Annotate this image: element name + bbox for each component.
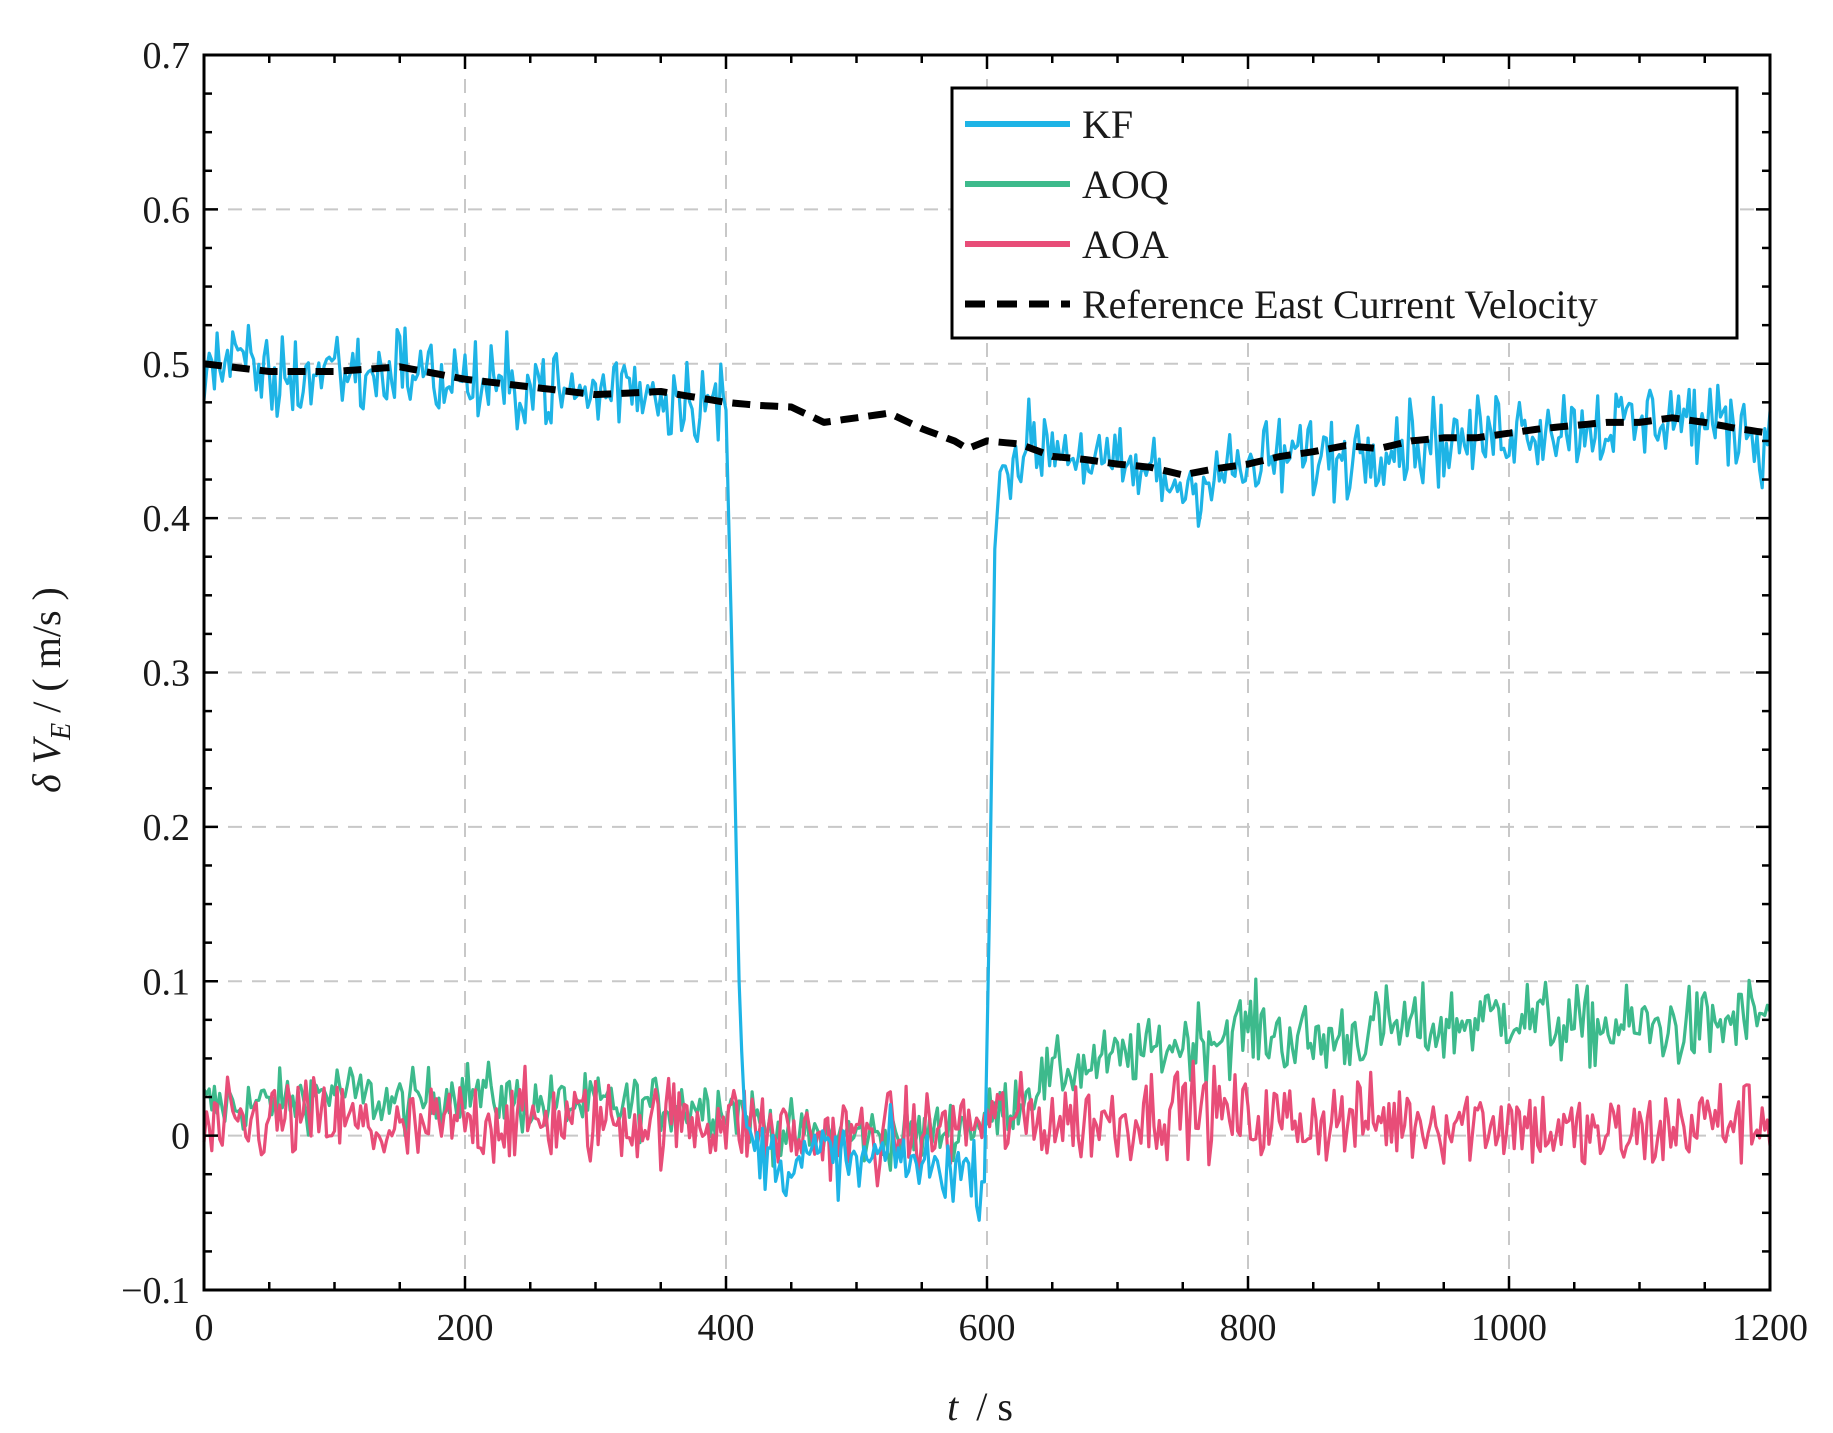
x-tick-label: 0	[195, 1307, 214, 1349]
y-axis-label: δVE/ ( m/s )	[24, 587, 77, 793]
series-layer	[202, 323, 1772, 1222]
tick-labels: 0 200 400 600 800 1000 1200−0.100.10.20.30.40.…	[121, 35, 1808, 1349]
y-tick-label: 0	[171, 1116, 190, 1158]
y-tick-label: 0.6	[143, 189, 191, 231]
legend-label-aoq: AOQ	[1082, 162, 1169, 207]
y-tick-label: 0.4	[143, 498, 191, 540]
y-tick-label: 0.7	[143, 35, 191, 77]
x-tick-label: 800	[1220, 1307, 1277, 1349]
y-tick-label: 0.2	[143, 807, 191, 849]
ticks	[202, 53, 1772, 1292]
y-tick-label: 0.3	[143, 653, 191, 695]
y-tick-label: 0.5	[143, 344, 191, 386]
y-tick-label: −0.1	[121, 1270, 190, 1312]
y-tick-label: 0.1	[143, 961, 191, 1003]
x-tick-label: 1200	[1732, 1307, 1808, 1349]
series-reference-line	[203, 360, 1771, 479]
x-axis-label: t / s	[947, 1384, 1013, 1429]
series-kf-line	[202, 323, 1772, 1222]
legend-label-reference: Reference East Current Velocity	[1082, 282, 1598, 327]
x-tick-label: 200	[437, 1307, 494, 1349]
x-tick-label: 600	[959, 1307, 1016, 1349]
legend-label-aoa: AOA	[1082, 222, 1169, 267]
legend-box	[950, 86, 1739, 340]
x-tick-label: 1000	[1471, 1307, 1547, 1349]
x-tick-label: 400	[698, 1307, 755, 1349]
legend: KF AOQ AOA Reference East Current Veloci…	[950, 86, 1739, 340]
legend-label-kf: KF	[1082, 102, 1133, 147]
